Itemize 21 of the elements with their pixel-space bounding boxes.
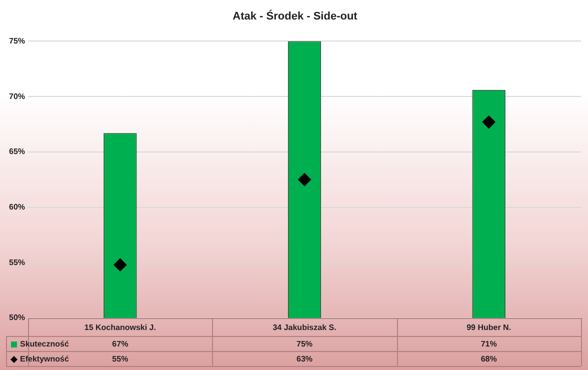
data-label: 75% <box>296 340 313 349</box>
data-label: 63% <box>296 354 313 364</box>
point <box>298 173 312 186</box>
y-tick-label: 55% <box>8 258 26 267</box>
x-tick-label: 99 Huber N. <box>466 323 512 332</box>
data-label: 67% <box>112 340 128 349</box>
y-tick-label: 50% <box>8 313 26 322</box>
y-tick-label: 75% <box>8 36 26 46</box>
y-tick-label: 70% <box>8 92 26 101</box>
y-tick-label: 60% <box>8 202 26 212</box>
data-label: 55% <box>112 354 128 364</box>
y-tick-label: 65% <box>8 147 26 156</box>
legend-label: Skuteczność <box>20 340 70 349</box>
point <box>114 258 127 272</box>
legend-label: Efektywność <box>20 354 70 364</box>
data-label: 68% <box>480 354 497 364</box>
x-tick-label: 15 Kochanowski J. <box>84 323 156 332</box>
data-label: 71% <box>480 340 497 349</box>
point <box>482 116 496 129</box>
x-tick-label: 34 Jakubiszak S. <box>272 323 336 332</box>
chart-title: Atak - Środek - Side-out <box>232 10 358 23</box>
